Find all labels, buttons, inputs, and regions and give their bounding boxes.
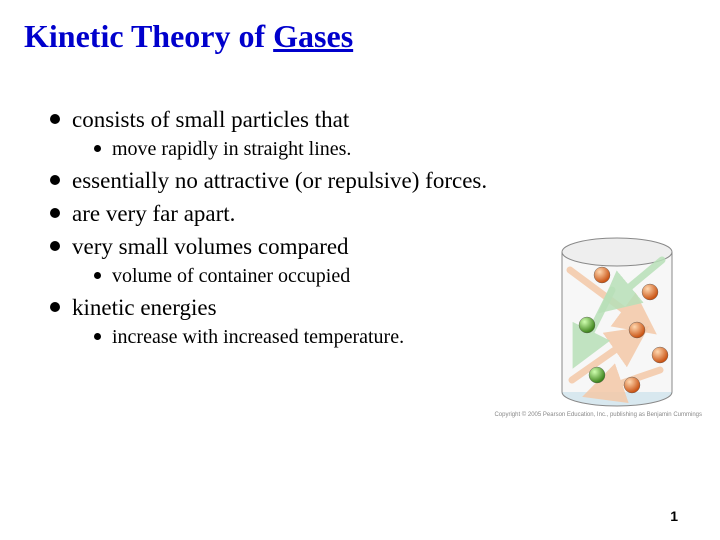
bullet-content: consists of small particles that move ra… xyxy=(48,104,508,353)
list-item: move rapidly in straight lines. xyxy=(92,135,508,163)
title-part-underlined: Gases xyxy=(273,18,353,54)
inner-list: move rapidly in straight lines. xyxy=(92,135,508,163)
slide-title: Kinetic Theory of Gases xyxy=(24,18,353,55)
bullet-text: consists of small particles that xyxy=(72,107,349,132)
figure-caption: Copyright © 2005 Pearson Education, Inc.… xyxy=(494,412,702,418)
bullet-text: essentially no attractive (or repulsive)… xyxy=(72,168,487,193)
list-item: volume of container occupied xyxy=(92,262,508,290)
inner-list: increase with increased temperature. xyxy=(92,323,508,351)
cylinder-svg xyxy=(542,230,692,410)
bullet-text: kinetic energies xyxy=(72,295,217,320)
list-item: increase with increased temperature. xyxy=(92,323,508,351)
bullet-text: are very far apart. xyxy=(72,201,235,226)
list-item: very small volumes compared volume of co… xyxy=(48,231,508,290)
bullet-text: very small volumes compared xyxy=(72,234,349,259)
page-number: 1 xyxy=(670,508,678,524)
list-item: consists of small particles that move ra… xyxy=(48,104,508,163)
list-item: essentially no attractive (or repulsive)… xyxy=(48,165,508,196)
bullet-text: volume of container occupied xyxy=(112,265,350,287)
outer-list: consists of small particles that move ra… xyxy=(48,104,508,351)
title-part-plain: Kinetic Theory of xyxy=(24,18,273,54)
bullet-text: increase with increased temperature. xyxy=(112,326,404,348)
list-item: are very far apart. xyxy=(48,198,508,229)
bullet-text: move rapidly in straight lines. xyxy=(112,138,351,160)
list-item: kinetic energies increase with increased… xyxy=(48,292,508,351)
gas-cylinder-diagram xyxy=(542,230,692,410)
inner-list: volume of container occupied xyxy=(92,262,508,290)
